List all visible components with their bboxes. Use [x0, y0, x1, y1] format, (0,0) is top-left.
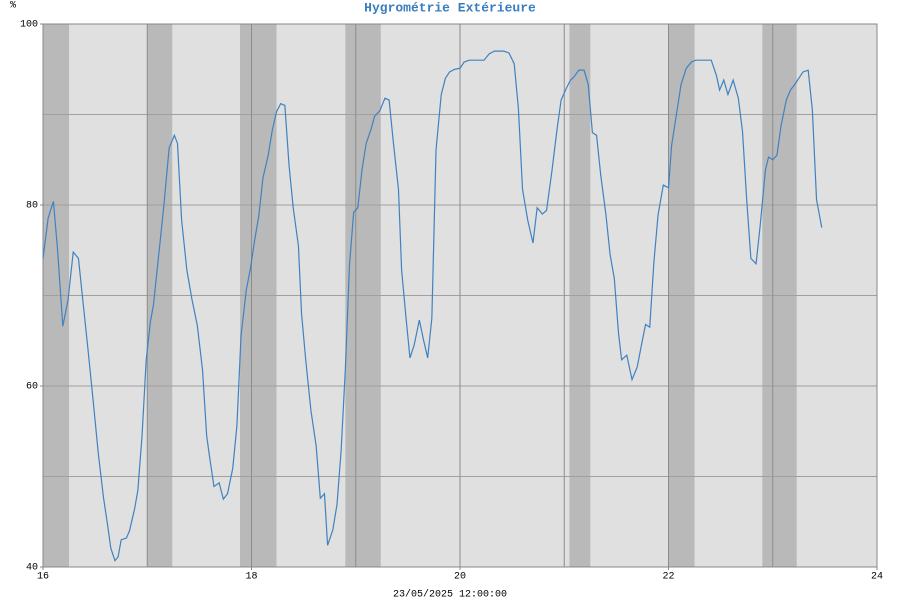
- y-tick-label: 80: [26, 201, 38, 212]
- x-tick-label: 20: [454, 572, 466, 583]
- y-tick-label: 100: [20, 20, 38, 31]
- chart-title: Hygrométrie Extérieure: [364, 0, 536, 15]
- y-tick-label: 60: [26, 382, 38, 393]
- y-tick-label: 40: [26, 563, 38, 574]
- x-tick-label: 18: [245, 572, 257, 583]
- x-axis-label: 23/05/2025 12:00:00: [393, 589, 507, 600]
- x-tick-label: 24: [871, 572, 883, 583]
- humidity-line: [42, 50, 823, 562]
- x-tick-label: 16: [37, 572, 49, 583]
- y-axis-label: %: [10, 1, 16, 12]
- x-tick-label: 22: [662, 572, 674, 583]
